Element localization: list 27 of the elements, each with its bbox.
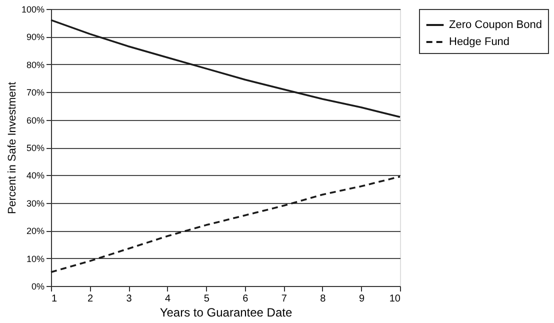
x-tick-label: 8 xyxy=(320,294,326,304)
y-tick-label: 100% xyxy=(21,4,44,14)
x-axis-title: Years to Guarantee Date xyxy=(160,306,292,320)
x-tick-label: 1 xyxy=(52,294,58,304)
x-tick-label: 7 xyxy=(281,294,288,304)
y-tick-label: 80% xyxy=(26,60,44,70)
y-tick-label: 90% xyxy=(26,32,44,42)
line-series xyxy=(50,176,401,274)
x-tick-label: 6 xyxy=(242,294,249,304)
y-tick-label: 20% xyxy=(26,226,44,236)
y-tick-label: 60% xyxy=(26,115,44,126)
y-tick-label: 30% xyxy=(26,198,44,208)
x-tick-label: 10 xyxy=(389,294,401,304)
line-series xyxy=(50,19,401,118)
legend-label: Hedge Fund xyxy=(449,36,510,48)
y-tick-label: 70% xyxy=(26,88,44,98)
x-tick-label: 9 xyxy=(358,294,365,304)
x-tick-label: 2 xyxy=(87,294,94,304)
x-tick-label: 4 xyxy=(165,294,172,304)
y-axis-title: Percent in Safe Investment xyxy=(6,82,18,214)
y-tick-label: 0% xyxy=(31,282,44,292)
y-tick-label: 10% xyxy=(26,254,44,264)
x-tick-label: 5 xyxy=(204,294,210,304)
y-tick-label: 40% xyxy=(26,170,44,181)
x-tick-label: 3 xyxy=(126,294,132,304)
legend-label: Zero Coupon Bond xyxy=(449,19,542,31)
y-tick-label: 50% xyxy=(26,143,44,153)
